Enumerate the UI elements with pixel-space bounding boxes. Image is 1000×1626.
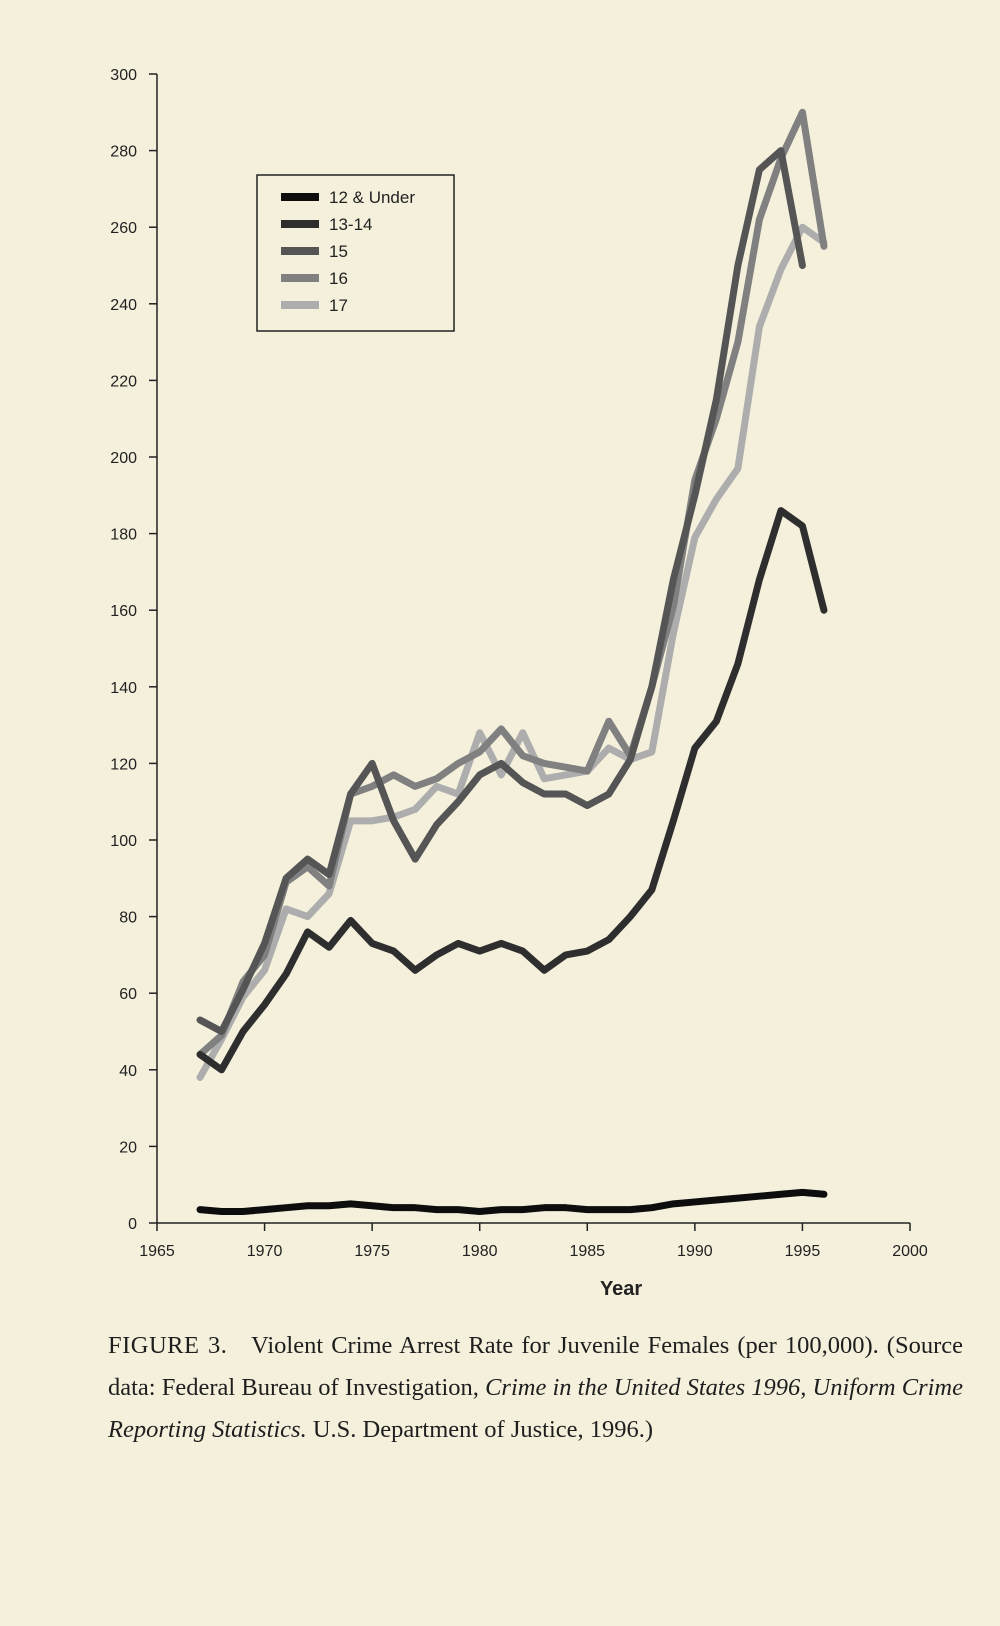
y-tick-label: 40 [119,1063,137,1080]
y-tick-label: 180 [110,527,137,544]
chart-series [196,108,828,1216]
series-line-15 [196,147,806,1035]
x-tick-label: 1975 [354,1243,390,1260]
x-tick-label: 1980 [462,1243,498,1260]
x-tick-label: 1985 [569,1243,605,1260]
legend-label-13-14: 13-14 [329,215,372,234]
series-line-12-under [196,1188,828,1216]
y-tick-label: 60 [119,986,137,1003]
y-tick-label: 220 [110,373,137,390]
chart-axes: 0 20 40 60 80 100 120 140 160 180 200 220 240 260 280 3… [110,67,928,1300]
y-tick-label: 20 [119,1139,137,1156]
legend-label-15: 15 [329,242,348,261]
y-tick-label: 160 [110,603,137,620]
legend-label-17: 17 [329,296,348,315]
y-tick-label: 240 [110,297,137,314]
y-tick-label: 300 [110,67,137,84]
legend-label-16: 16 [329,269,348,288]
caption-source-title: Crime in the United States 1996, Uniform… [108,1374,963,1443]
y-tick-label: 80 [119,910,137,927]
x-tick-label: 2000 [892,1243,928,1260]
caption-publisher: U.S. Department of Justice, 1996.) [312,1416,654,1443]
legend-label-12-under: 12 & Under [329,188,415,207]
y-tick-label: 260 [110,220,137,237]
line-chart: 0 20 40 60 80 100 120 140 160 180 200 220 240 260 280 3… [110,67,928,1300]
x-tick-label: 1990 [677,1243,713,1260]
figure-label: FIGURE 3. [108,1332,228,1359]
series-line-13-14 [196,507,828,1074]
y-tick-label: 280 [110,144,137,161]
caption-text: Violent Crime Arrest Rate for Juvenile F… [108,1332,963,1401]
x-axis-title: Year [600,1278,642,1300]
series-line-16 [196,108,828,1058]
x-tick-label: 1965 [139,1243,175,1260]
y-tick-label: 120 [110,756,137,773]
y-tick-label: 0 [128,1216,137,1233]
chart-legend: 12 & Under 13-14 15 16 17 [256,174,455,332]
x-tick-label: 1995 [785,1243,821,1260]
y-tick-label: 200 [110,450,137,467]
series-line-17 [196,223,828,1081]
y-tick-label: 140 [110,680,137,697]
figure-caption: FIGURE 3. Violent Crime Arrest Rate for … [108,1325,963,1451]
x-tick-label: 1970 [247,1243,283,1260]
y-tick-label: 100 [110,833,137,850]
